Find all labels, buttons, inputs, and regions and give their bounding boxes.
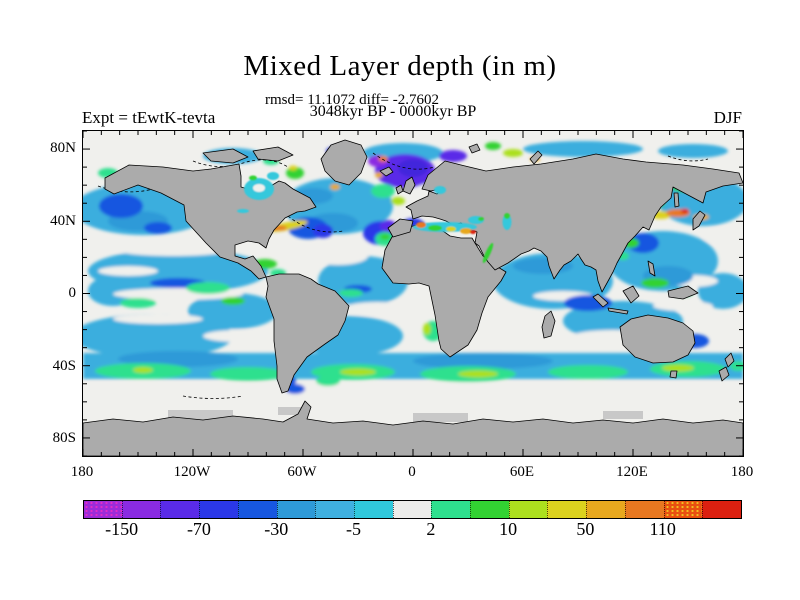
colorbar-segment <box>353 501 393 518</box>
colorbar-segment <box>199 501 238 518</box>
philippines <box>647 260 656 277</box>
lat-tick-label: 0 <box>68 285 77 301</box>
sakhalin <box>673 192 680 208</box>
madagascar <box>541 310 556 339</box>
colorbar-tick-label: -150 <box>105 519 139 539</box>
lon-tick-label: 0 <box>408 464 416 480</box>
colorbar-segment <box>624 501 664 518</box>
colorbar-segment <box>276 501 316 518</box>
colorbar-segment <box>702 501 741 518</box>
lat-tick-label: 80S <box>52 430 76 446</box>
experiment-label: Expt = tEwtK-tevta <box>82 108 216 127</box>
indonesia <box>592 285 699 315</box>
plot-title: Mixed Layer depth (in m) <box>243 50 557 82</box>
lat-tick-label: 40S <box>52 358 76 374</box>
south-america <box>265 273 350 394</box>
british-isles <box>395 176 416 195</box>
season-label: DJF <box>713 108 742 127</box>
colorbar-tick-label: 2 <box>426 519 436 539</box>
colorbar-tick-label: 110 <box>649 519 676 539</box>
lon-tick-label: 60E <box>509 464 535 480</box>
stats-line: rmsd= 11.1072 diff= -2.7602 <box>265 92 439 108</box>
tasmania <box>669 370 678 379</box>
colorbar-segment <box>470 501 509 518</box>
lon-tick-label: 180 <box>730 464 754 480</box>
lon-tick-label: 120W <box>173 464 211 480</box>
colorbar-segment <box>392 501 432 518</box>
lon-tick-label: 120E <box>616 464 648 480</box>
world-map <box>73 130 748 457</box>
colorbar-segment <box>237 501 277 518</box>
new-zealand <box>718 352 735 382</box>
antarctica <box>82 400 744 457</box>
iceland <box>379 166 394 177</box>
lat-tick-label: 40N <box>50 213 76 229</box>
map-frame <box>73 130 748 457</box>
inland-seas <box>237 172 512 264</box>
greenland <box>320 139 368 186</box>
africa <box>381 224 507 358</box>
colorbar-segment <box>663 501 703 518</box>
period-line: 3048kyr BP - 0000kyr BP <box>309 103 477 120</box>
novaya-zemlya <box>529 150 543 165</box>
colorbar-tick-label: -5 <box>346 519 362 539</box>
svalbard <box>468 143 481 154</box>
colorbar <box>83 500 742 519</box>
colorbar-segment <box>431 501 471 518</box>
antarctic-shelf-ice <box>168 407 643 422</box>
colorbar-tick-label: 10 <box>499 519 518 539</box>
lon-tick-label: 180 <box>70 464 94 480</box>
colorbar-tick-label: 50 <box>576 519 595 539</box>
lon-tick-label: 60W <box>287 464 317 480</box>
colorbar-segment <box>84 501 122 518</box>
iberia <box>387 218 414 238</box>
anomaly-field <box>73 141 748 403</box>
colorbar-segment <box>121 501 161 518</box>
dashed-contours <box>97 152 709 399</box>
colorbar-segment <box>160 501 200 518</box>
colorbar-segment <box>315 501 354 518</box>
australia <box>619 314 696 364</box>
japan <box>692 210 706 231</box>
colorbar-tick-label: -30 <box>264 519 289 539</box>
colorbar-segment <box>508 501 548 518</box>
continents <box>82 139 744 457</box>
colorbar-segment <box>547 501 587 518</box>
colorbar-segment <box>586 501 625 518</box>
colorbar-tick-label: -70 <box>186 519 211 539</box>
arctic-islands <box>202 146 294 164</box>
lat-tick-label: 80N <box>50 140 76 156</box>
eurasia <box>405 153 744 293</box>
